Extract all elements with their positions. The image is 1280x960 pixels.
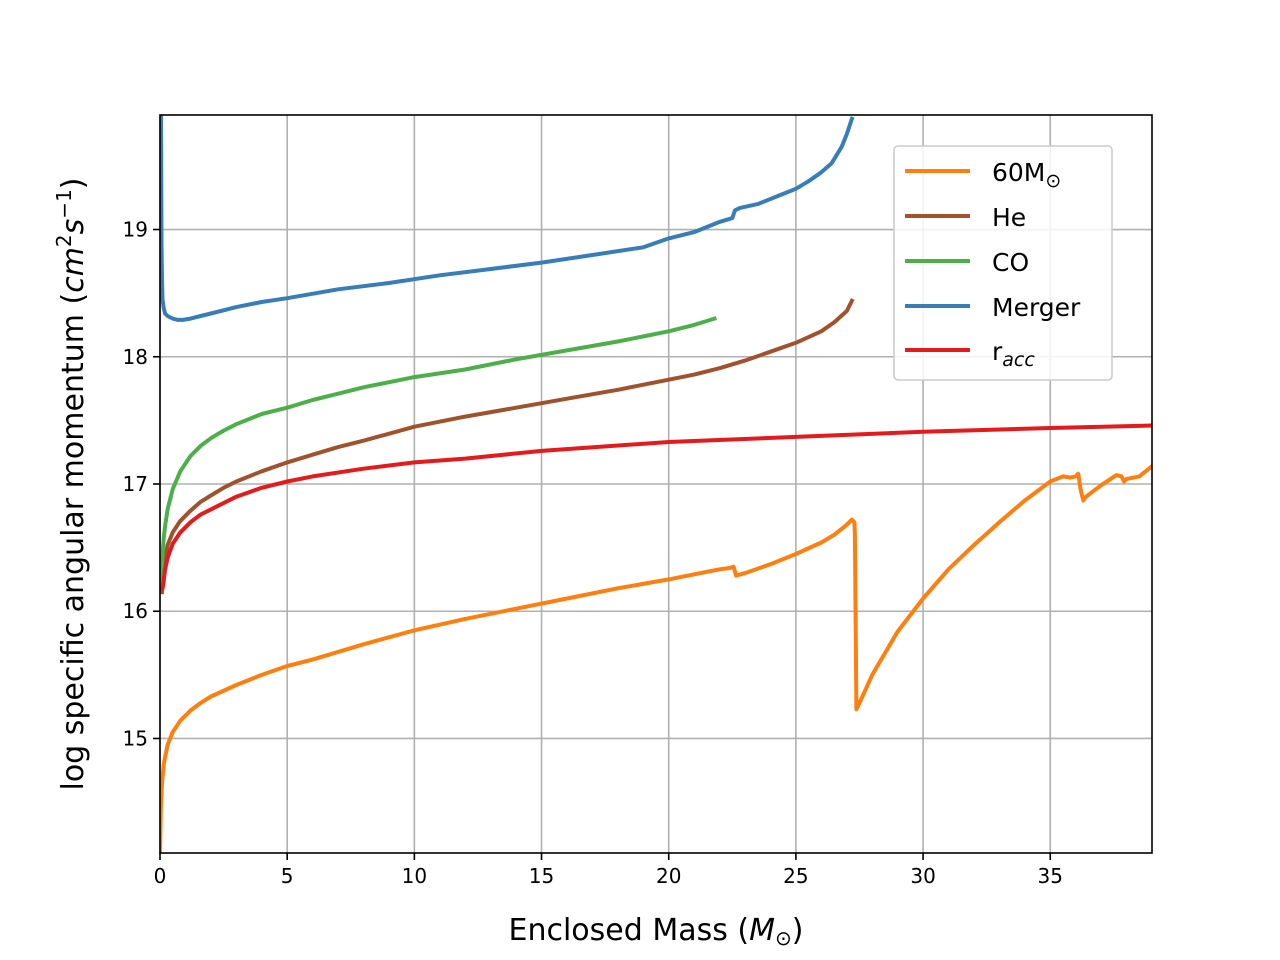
legend-label-racc: racc	[992, 337, 1035, 371]
legend-item-racc: racc	[905, 337, 1035, 371]
x-tick-label: 0	[154, 864, 167, 888]
legend-item-merger: Merger	[905, 293, 1081, 322]
x-tick-label: 10	[402, 864, 427, 888]
legend-label-he: He	[992, 203, 1026, 232]
y-axis-ticks: 15 16 17 18 19	[123, 218, 160, 750]
series-line-he	[160, 298, 855, 595]
legend-box	[893, 145, 1113, 381]
legend-item-co: CO	[905, 248, 1029, 277]
legend-label-merger: Merger	[992, 293, 1081, 322]
legend-item-60msun: 60M⊙	[905, 158, 1061, 192]
y-tick-label: 18	[123, 345, 148, 369]
x-tick-label: 25	[783, 864, 808, 888]
x-tick-label: 35	[1038, 864, 1063, 888]
series-line-merger	[160, 115, 855, 322]
x-tick-label: 5	[281, 864, 294, 888]
y-tick-label: 15	[123, 726, 148, 750]
y-tick-label: 17	[123, 472, 148, 496]
x-axis-label: Enclosed Mass (M⊙)	[509, 913, 804, 950]
y-tick-label: 19	[123, 218, 148, 242]
x-tick-label: 15	[529, 864, 554, 888]
y-axis-label: log specific angular momentum (cm2s−1)	[52, 177, 91, 790]
x-axis-ticks: 0 5 10 15 20 25 30 35	[154, 853, 1063, 888]
series-line-sixty	[160, 463, 1152, 853]
x-tick-label: 30	[910, 864, 935, 888]
legend: 60M⊙ He CO Merger racc	[893, 145, 1113, 381]
y-tick-label: 16	[123, 599, 148, 623]
series-line-co	[160, 316, 718, 588]
x-tick-label: 20	[656, 864, 681, 888]
series-group	[160, 115, 1152, 853]
series-line-racc	[160, 423, 1152, 591]
legend-label-co: CO	[992, 248, 1029, 277]
legend-item-he: He	[905, 203, 1026, 232]
legend-label-60msun: 60M⊙	[992, 158, 1061, 192]
